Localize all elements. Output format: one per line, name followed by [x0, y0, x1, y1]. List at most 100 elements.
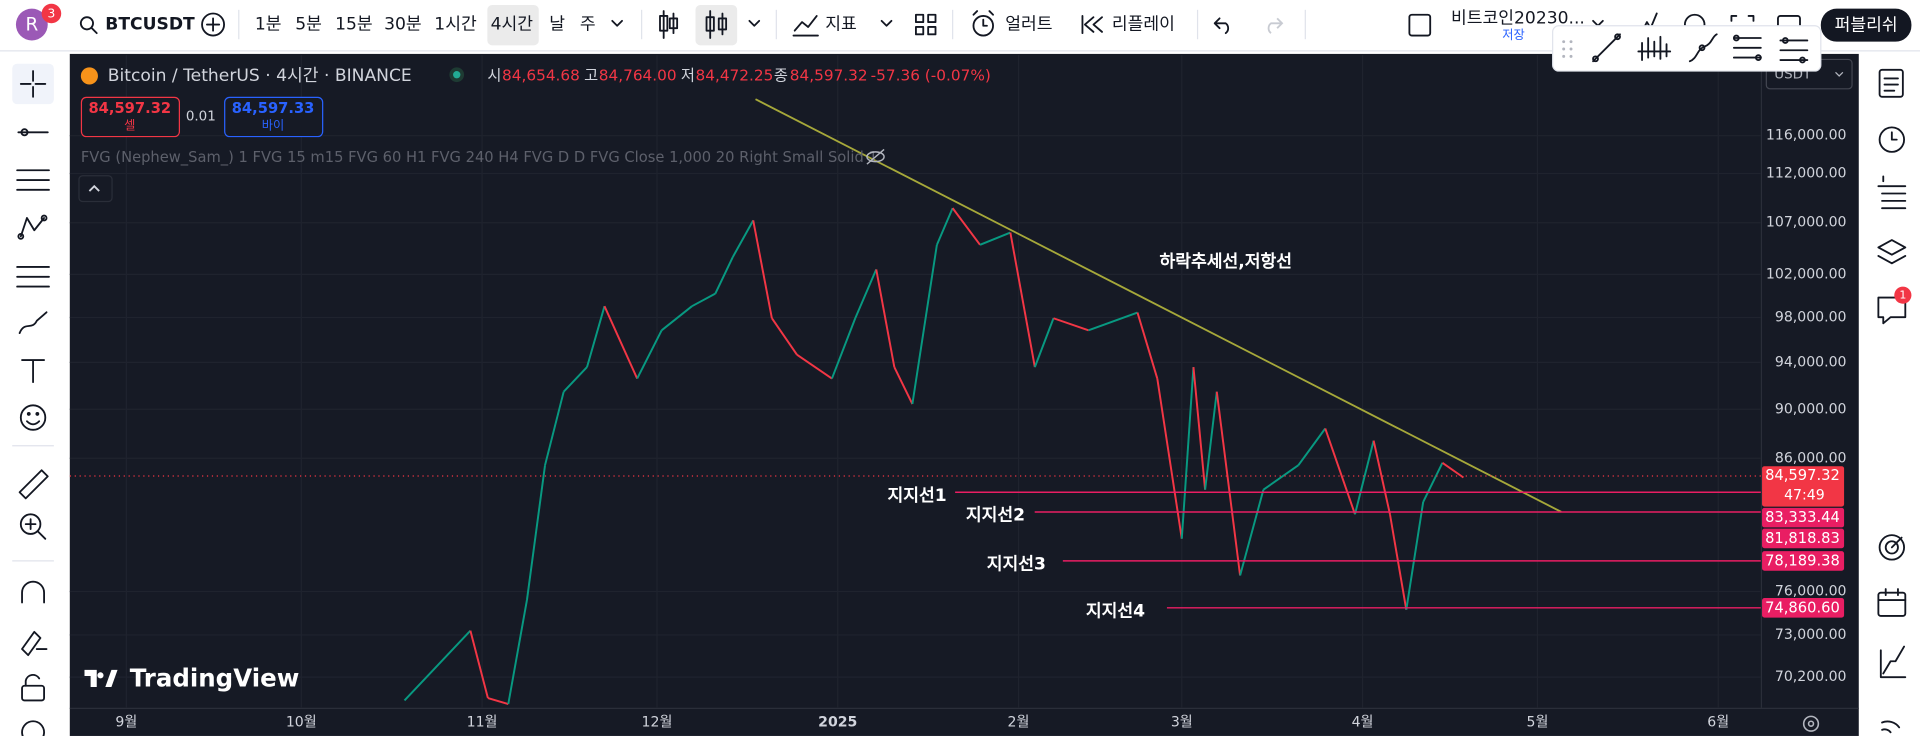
price-segment [1262, 464, 1299, 491]
price-segment [661, 305, 693, 332]
interval-menu[interactable] [611, 19, 623, 27]
price-segment [544, 391, 565, 466]
layout-name[interactable]: 비트코인20230... [1451, 8, 1585, 28]
price-segment [1180, 367, 1195, 539]
price-segment [1033, 317, 1055, 368]
alert[interactable]: 얼러트 [1005, 15, 1052, 35]
price-segment [636, 329, 663, 380]
support-price-box [1762, 598, 1845, 618]
chart-pane [69, 53, 1859, 736]
interval[interactable]: 1분 [255, 15, 282, 35]
price-segment [691, 292, 716, 308]
candle-icon[interactable] [705, 10, 728, 39]
symbol[interactable]: BTCUSDT [105, 15, 195, 35]
favorite-tools[interactable] [1592, 33, 1809, 64]
support-price-box [1762, 528, 1845, 549]
save[interactable]: 저장 [1502, 28, 1525, 42]
interval[interactable]: 30분 [384, 15, 422, 35]
price-segment [831, 317, 857, 379]
x-tick-label: 12월 [642, 714, 673, 730]
drawing-tools[interactable] [16, 70, 50, 736]
x-tick-label: 4월 [1352, 714, 1374, 730]
price-segment [469, 630, 489, 699]
interval[interactable]: 5분 [295, 15, 322, 35]
legend-title: Bitcoin / TetherUS · 4시간 · BINANCE [108, 66, 412, 86]
support-name: 지지선4 [1086, 601, 1145, 621]
floating-toolbar [1552, 25, 1822, 72]
price-segment [951, 207, 981, 246]
compare-icon[interactable] [201, 12, 226, 37]
y-tick-label: 76,000.00 [1775, 584, 1847, 600]
price-segment [507, 599, 528, 705]
replay-icon[interactable] [1081, 15, 1103, 35]
change: -57.36 (-0.07%) [871, 66, 991, 84]
interval[interactable]: 15분 [335, 15, 373, 35]
price-segment [562, 366, 588, 393]
indicator-menu[interactable] [880, 19, 893, 27]
search-icon[interactable] [79, 16, 98, 35]
price-segment [1372, 440, 1391, 515]
high: 84,764.00 [599, 66, 677, 84]
market-status-dot [453, 71, 461, 79]
publish-button[interactable] [1820, 8, 1912, 42]
price-segment [1354, 440, 1375, 515]
x-tick-label: 9월 [115, 714, 137, 730]
avatar-badge-count: 3 [48, 7, 56, 21]
avatar[interactable] [15, 8, 48, 41]
interval[interactable]: 주 [580, 15, 596, 35]
close-label: 종 [774, 66, 788, 84]
y-tick-label: 98,000.00 [1775, 309, 1847, 325]
layout-icon[interactable] [915, 13, 937, 36]
interval[interactable]: 1시간 [434, 15, 477, 35]
indicator-icon[interactable] [792, 15, 819, 37]
alert-icon[interactable] [972, 10, 994, 37]
replay[interactable]: 리플레이 [1112, 15, 1175, 35]
support-price-box [1762, 551, 1845, 571]
x-tick-label: 3월 [1171, 714, 1193, 730]
symbol-logo [80, 67, 98, 85]
price-segment [487, 697, 509, 705]
y-tick-label: 94,000.00 [1775, 354, 1847, 370]
y-tick-label: 116,000.00 [1766, 128, 1847, 144]
indicators[interactable]: 지표 [825, 15, 857, 35]
trend-line [755, 98, 1562, 513]
buy-button[interactable] [224, 96, 324, 138]
chart-type-menu[interactable] [748, 19, 761, 27]
support-price-label: 78,189.38 [1765, 553, 1840, 570]
support-name: 지지선2 [966, 506, 1025, 526]
price-segment [854, 269, 878, 319]
collapse-icon [88, 184, 100, 192]
indicator-legend: FVG (Nephew_Sam_) 1 FVG 15 m15 FVG 60 H1… [81, 149, 878, 166]
price-segment [893, 366, 914, 405]
y-tick-label: 70,200.00 [1775, 669, 1847, 685]
interval[interactable]: 날 [549, 15, 565, 35]
undo[interactable] [1213, 17, 1230, 35]
interval[interactable]: 4시간 [491, 15, 534, 35]
sell-price: 84,597.32 [88, 100, 171, 117]
price-segment [1204, 391, 1218, 490]
y-tick-label: 107,000.00 [1766, 215, 1847, 231]
price-segment [875, 269, 896, 368]
hide-indicator-icon[interactable] [866, 148, 885, 165]
price-segment [1441, 461, 1464, 479]
redo[interactable] [1267, 17, 1284, 34]
x-tick-label: 11월 [467, 714, 498, 730]
bar-type-icon[interactable] [659, 10, 679, 39]
right-sidebar [1858, 51, 1920, 736]
price-segment [1009, 232, 1036, 368]
countdown: 47:49 [1784, 488, 1825, 504]
drag-handle[interactable] [1562, 40, 1573, 58]
sell-button[interactable] [80, 96, 180, 138]
avatar-badge [41, 3, 62, 24]
support-name: 지지선1 [888, 486, 947, 506]
support-name: 지지선3 [987, 555, 1046, 575]
checkbox[interactable] [1408, 13, 1432, 37]
spread: 0.01 [186, 109, 216, 124]
price-segment [1422, 462, 1444, 503]
price-segment [771, 317, 798, 356]
settings-icon[interactable] [1802, 715, 1820, 732]
price-segment [403, 630, 472, 702]
x-tick-label: 2025 [818, 714, 857, 730]
y-tick-label: 112,000.00 [1766, 166, 1847, 182]
